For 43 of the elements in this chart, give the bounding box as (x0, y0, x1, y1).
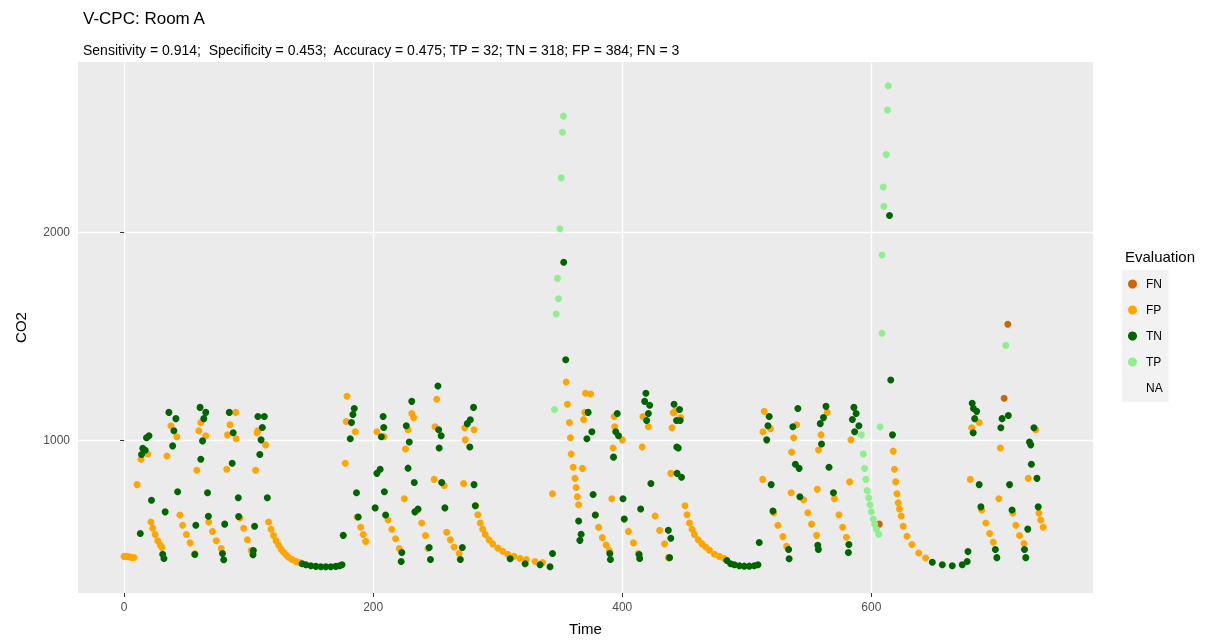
point (553, 274, 561, 282)
point (867, 508, 875, 516)
y-tick-label: 2000 (43, 224, 71, 239)
point (862, 475, 870, 483)
point (882, 151, 890, 159)
point (551, 405, 558, 413)
point (1002, 341, 1010, 349)
point (863, 487, 871, 495)
point (1004, 320, 1012, 328)
point (880, 202, 888, 210)
point (879, 183, 887, 191)
point (1000, 394, 1008, 402)
point (857, 431, 865, 439)
legend-label: FP (1146, 303, 1162, 317)
x-tick-label: 600 (861, 600, 882, 614)
chart-subtitle: Sensitivity = 0.914; Specificity = 0.453; Accuracy = 0.475; TP = 32; TN = 318; FP = 384; FN = 3 (83, 42, 680, 58)
y-tick-label: 1000 (43, 432, 71, 447)
chart-title: V-CPC: Room A (83, 9, 206, 28)
legend-label: FN (1146, 277, 1162, 291)
point (866, 501, 874, 509)
point (557, 174, 565, 182)
point (861, 464, 869, 472)
point (552, 310, 560, 318)
point (876, 423, 884, 431)
point (554, 295, 562, 303)
legend-label: TN (1146, 329, 1162, 343)
point (884, 106, 892, 114)
x-tick-label: 0 (120, 600, 128, 614)
point (859, 450, 867, 458)
x-tick-label: 200 (363, 600, 384, 614)
point (559, 112, 567, 120)
point (865, 494, 873, 502)
point (556, 225, 564, 233)
point (878, 329, 886, 337)
y-axis-title: CO2 (12, 312, 29, 343)
legend-label: TP (1146, 355, 1162, 369)
legend-title: Evaluation (1125, 248, 1196, 265)
point (884, 82, 892, 90)
x-axis-title: Time (569, 620, 602, 637)
x-tick-label: 400 (612, 600, 633, 614)
point (558, 128, 566, 136)
text: NA (1146, 381, 1163, 395)
point (875, 530, 883, 538)
